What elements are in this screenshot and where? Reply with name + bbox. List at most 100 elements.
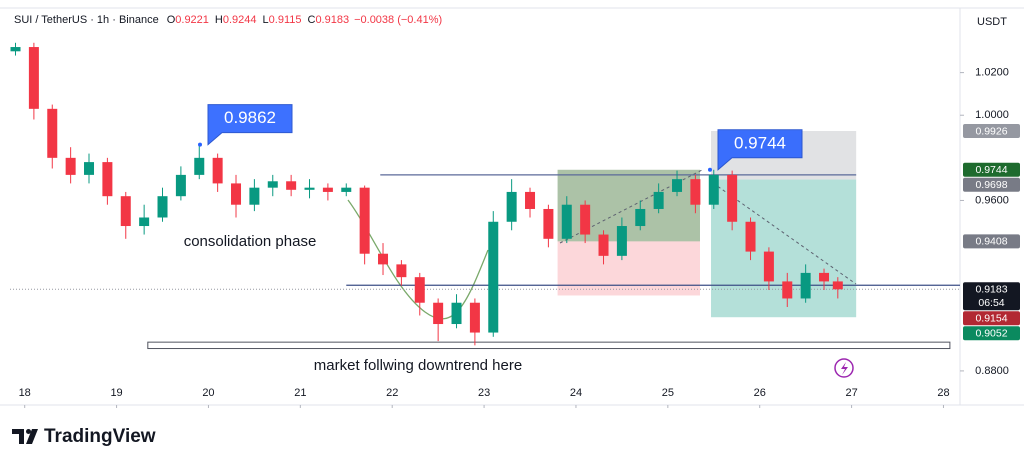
price-tag: [963, 282, 1020, 311]
candle-body: [800, 272, 811, 299]
quote-label: O: [167, 14, 176, 26]
candle-body: [65, 157, 76, 175]
x-tick-label: 20: [202, 387, 214, 399]
candle-body: [690, 179, 701, 205]
candle-body: [341, 187, 352, 192]
lightning-icon[interactable]: [834, 358, 854, 378]
candle-body: [359, 187, 370, 254]
candle-body: [525, 191, 536, 209]
candle-body: [708, 174, 719, 205]
callout-label: 0.9862: [224, 108, 276, 127]
quote-value: 0.9115: [269, 14, 302, 26]
x-tick-label: 18: [19, 387, 31, 399]
x-tick-label: 24: [570, 387, 582, 399]
price-tag-label: 0.9926: [975, 125, 1007, 137]
y-tick-label: 0.9600: [975, 194, 1009, 206]
price-tag-label: 0.9408: [975, 236, 1007, 248]
candle-body: [120, 196, 131, 227]
candle-body: [286, 181, 297, 190]
x-tick-label: 22: [386, 387, 398, 399]
price-tag: [963, 326, 1020, 341]
quote-change: −0.0038 (−0.41%): [354, 14, 442, 26]
price-tag: [963, 311, 1020, 326]
candle-body: [635, 208, 646, 227]
callout-label: 0.9744: [734, 133, 786, 152]
x-tick-label: 19: [110, 387, 122, 399]
quote-value: 0.9221: [175, 14, 209, 26]
candle-body: [249, 187, 260, 205]
quote-label: H: [215, 14, 223, 26]
candle-body: [267, 181, 278, 188]
header: SUI / TetherUS · 1h · Binance O0.9221 H0.9…: [14, 14, 442, 26]
callout-box: [717, 129, 803, 171]
price-tag: [963, 123, 1020, 138]
candle-body: [378, 253, 389, 265]
trend-curve: [347, 199, 489, 320]
x-tick-label: 27: [845, 387, 857, 399]
levels: [10, 174, 960, 290]
annotation: market follwing downtrend here: [314, 357, 522, 374]
currency: USDT: [977, 16, 1007, 28]
range-box: [147, 341, 951, 350]
candle-body: [322, 187, 333, 192]
candle-body: [488, 221, 499, 333]
candle-body: [616, 226, 627, 256]
candle-body: [763, 251, 774, 282]
candle-body: [543, 208, 554, 239]
price-tag: [963, 177, 1020, 192]
callout-anchor: [198, 142, 202, 147]
candle-body: [396, 264, 407, 278]
loss-zone: [557, 241, 700, 296]
candle-body: [157, 196, 168, 218]
brand: TradingView: [44, 426, 156, 447]
x-tick-label: 28: [937, 387, 949, 399]
x-tick-label: 21: [294, 387, 306, 399]
candle-body: [175, 174, 186, 197]
candle-body: [194, 157, 205, 175]
candle-body: [653, 191, 664, 209]
countdown: 06:54: [978, 297, 1004, 309]
candle-body: [598, 234, 609, 256]
callout-anchor: [708, 167, 712, 172]
candle-body: [506, 191, 517, 222]
candle-body: [304, 187, 315, 190]
quote-label: L: [263, 14, 269, 26]
quote-value: 0.9183: [315, 14, 349, 26]
price-tag-label: 0.9183: [975, 284, 1007, 296]
callout-box: [207, 104, 293, 146]
logo: TradingView: [12, 426, 156, 447]
candle-body: [433, 302, 444, 325]
price-tag: [963, 234, 1020, 249]
price-tag-label: 0.9744: [975, 164, 1007, 176]
quote-label: C: [307, 14, 315, 26]
x-tick-label: 25: [662, 387, 674, 399]
overlay: 1.0200 1.0000 0.9600 0.8800 18 19 20 21 22 23 24 25…: [19, 67, 1020, 408]
candle-body: [561, 204, 572, 239]
candle-body: [469, 302, 480, 333]
candle-body: [727, 174, 738, 222]
quote-value: 0.9244: [223, 14, 257, 26]
price-tag-label: 0.9154: [975, 313, 1007, 325]
candle-body: [832, 281, 843, 290]
candle-body: [580, 204, 591, 235]
candle-body: [231, 183, 242, 205]
annotation: consolidation phase: [184, 233, 317, 250]
candle-body: [47, 108, 58, 158]
candle-body: [451, 302, 462, 325]
candle-body: [102, 162, 113, 197]
candle-body: [819, 272, 830, 282]
candle-body: [212, 157, 223, 184]
symbol: SUI / TetherUS · 1h · Binance: [14, 14, 159, 26]
x-tick-label: 26: [754, 387, 766, 399]
y-tick-label: 1.0000: [975, 109, 1009, 121]
candle-body: [414, 277, 425, 303]
position-path: [712, 182, 857, 285]
candle-body: [139, 217, 150, 227]
candles: [10, 42, 843, 346]
candle-body: [782, 281, 793, 299]
y-tick-label: 0.8800: [975, 365, 1009, 377]
y-tick-label: 1.0200: [975, 67, 1009, 79]
x-tick-label: 23: [478, 387, 490, 399]
candle-body: [10, 47, 21, 52]
